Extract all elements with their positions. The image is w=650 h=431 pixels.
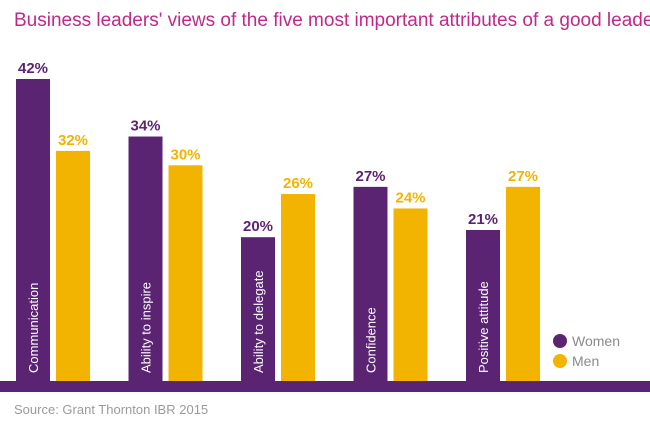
bar-men: [281, 194, 315, 381]
bar-women: [466, 230, 500, 381]
legend-label-men: Men: [572, 353, 599, 369]
category-label: Ability to delegate: [251, 270, 266, 373]
data-label-men: 32%: [58, 132, 88, 149]
category-label: Positive attitude: [476, 281, 491, 373]
category-label: Communication: [26, 283, 41, 373]
legend-swatch-women: [553, 334, 567, 348]
bar-men: [168, 165, 203, 381]
data-label-men: 30%: [170, 146, 200, 163]
source-note: Source: Grant Thornton IBR 2015: [14, 402, 209, 417]
bar-women: [241, 237, 275, 381]
bar-men: [56, 150, 90, 381]
data-label-women: 21%: [468, 211, 498, 228]
data-label-men: 27%: [508, 168, 538, 185]
legend-label-women: Women: [572, 333, 620, 349]
bar-men: [506, 186, 540, 381]
data-label-women: 27%: [355, 168, 385, 185]
chart-title: Business leaders' views of the five most…: [14, 10, 650, 31]
data-label-men: 26%: [283, 175, 313, 192]
bar-women: [128, 136, 163, 381]
data-label-women: 34%: [130, 118, 160, 135]
bar-women: [16, 79, 50, 381]
data-label-women: 42%: [18, 60, 48, 77]
data-label-men: 24%: [395, 189, 425, 206]
category-label: Confidence: [364, 307, 379, 373]
legend-swatch-men: [553, 354, 567, 368]
bar-women: [353, 186, 388, 381]
category-label: Ability to inspire: [139, 282, 154, 373]
bar-men: [393, 208, 428, 381]
data-label-women: 20%: [243, 218, 273, 235]
baseline-bar: [0, 381, 650, 392]
